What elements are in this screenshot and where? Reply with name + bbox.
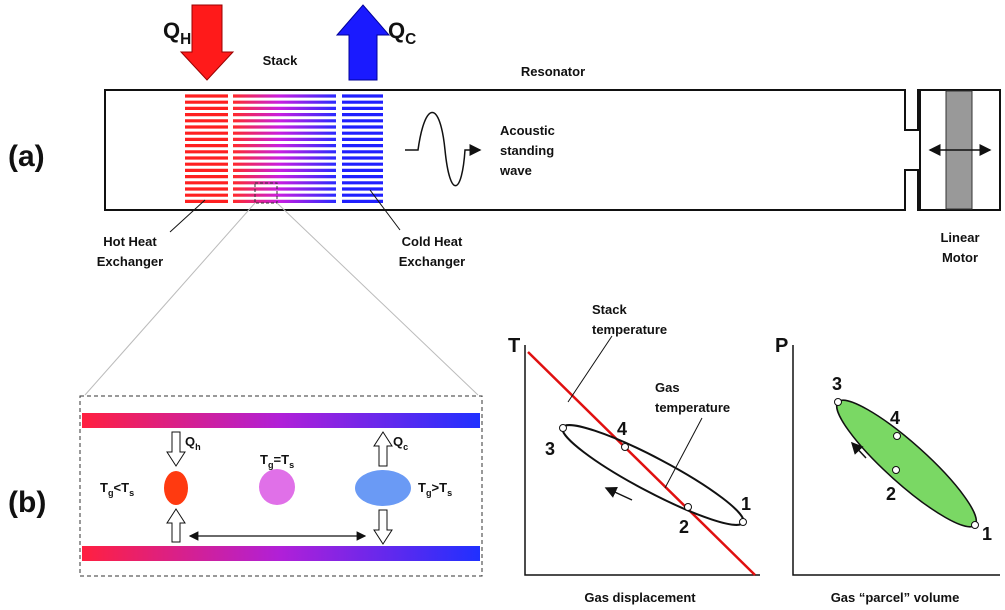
gas-parcel (259, 469, 295, 505)
heat-out-label: QC (388, 18, 416, 48)
pv-cycle (825, 387, 989, 540)
heat-in-label: QH (163, 18, 191, 48)
condition: Tg=Ts (260, 452, 294, 470)
wave-label: Acoustic (500, 123, 555, 138)
point-label: 3 (545, 439, 555, 459)
x-axis-label: Gas displacement (584, 590, 696, 605)
y-axis-label: P (775, 335, 788, 357)
state-point (740, 519, 747, 526)
condition: Tg<Ts (100, 480, 134, 498)
gas-parcel (355, 470, 411, 506)
gas-parcel (164, 471, 188, 505)
point-label: 1 (741, 494, 751, 514)
state-point (835, 399, 842, 406)
panel-label: (b) (8, 486, 46, 519)
point-label: 4 (617, 419, 627, 439)
state-point (972, 522, 979, 529)
point-label: 2 (886, 484, 896, 504)
axes (525, 345, 760, 575)
state-point (685, 504, 692, 511)
leader (665, 418, 702, 488)
state-point (622, 444, 629, 451)
stack-label: Stack (263, 53, 298, 68)
hollow-arrow (374, 432, 392, 466)
heat-out-arrow (337, 5, 389, 80)
hot-exchanger-label: Hot Heat (103, 234, 157, 249)
cold-exchanger-label: Cold Heat (402, 234, 463, 249)
hot-exchanger-label: Exchanger (97, 254, 163, 269)
stack-plate (82, 413, 480, 428)
condition: Tg>Ts (418, 480, 452, 498)
gas-temperature-label: temperature (655, 400, 730, 415)
point-label: 4 (890, 408, 900, 428)
motor-label: Motor (942, 250, 978, 265)
state-point (893, 467, 900, 474)
q-c-label: Qc (393, 434, 408, 452)
stack-temperature-label: Stack (592, 302, 627, 317)
point-label: 1 (982, 524, 992, 544)
diagram: (a) QH QC Stack Resonator Acoustic stand… (0, 0, 1005, 610)
point-label: 3 (832, 374, 842, 394)
q-h-label: Qh (185, 434, 201, 452)
motor-label: Linear (940, 230, 979, 245)
stack-temperature-label: temperature (592, 322, 667, 337)
gas-temperature-label: Gas (655, 380, 680, 395)
wave-label: wave (499, 163, 532, 178)
resonator-label: Resonator (521, 64, 585, 79)
state-point (560, 425, 567, 432)
y-axis-label: T (508, 335, 520, 357)
leader (568, 336, 612, 402)
leader (170, 200, 205, 232)
wave-label: standing (500, 143, 554, 158)
point-label: 2 (679, 517, 689, 537)
state-point (894, 433, 901, 440)
panel-label: (a) (8, 140, 45, 173)
stack-temperature-line (528, 352, 755, 575)
wave-icon (405, 113, 480, 186)
hollow-arrow (167, 509, 185, 542)
stack-plate (82, 546, 480, 561)
hollow-arrow (167, 432, 185, 466)
cold-exchanger-label: Exchanger (399, 254, 465, 269)
hollow-arrow (374, 510, 392, 544)
direction-arrow (606, 488, 632, 500)
zoom-line (277, 203, 478, 395)
x-axis-label: Gas “parcel” volume (831, 590, 960, 605)
heat-exchangers (185, 96, 383, 201)
